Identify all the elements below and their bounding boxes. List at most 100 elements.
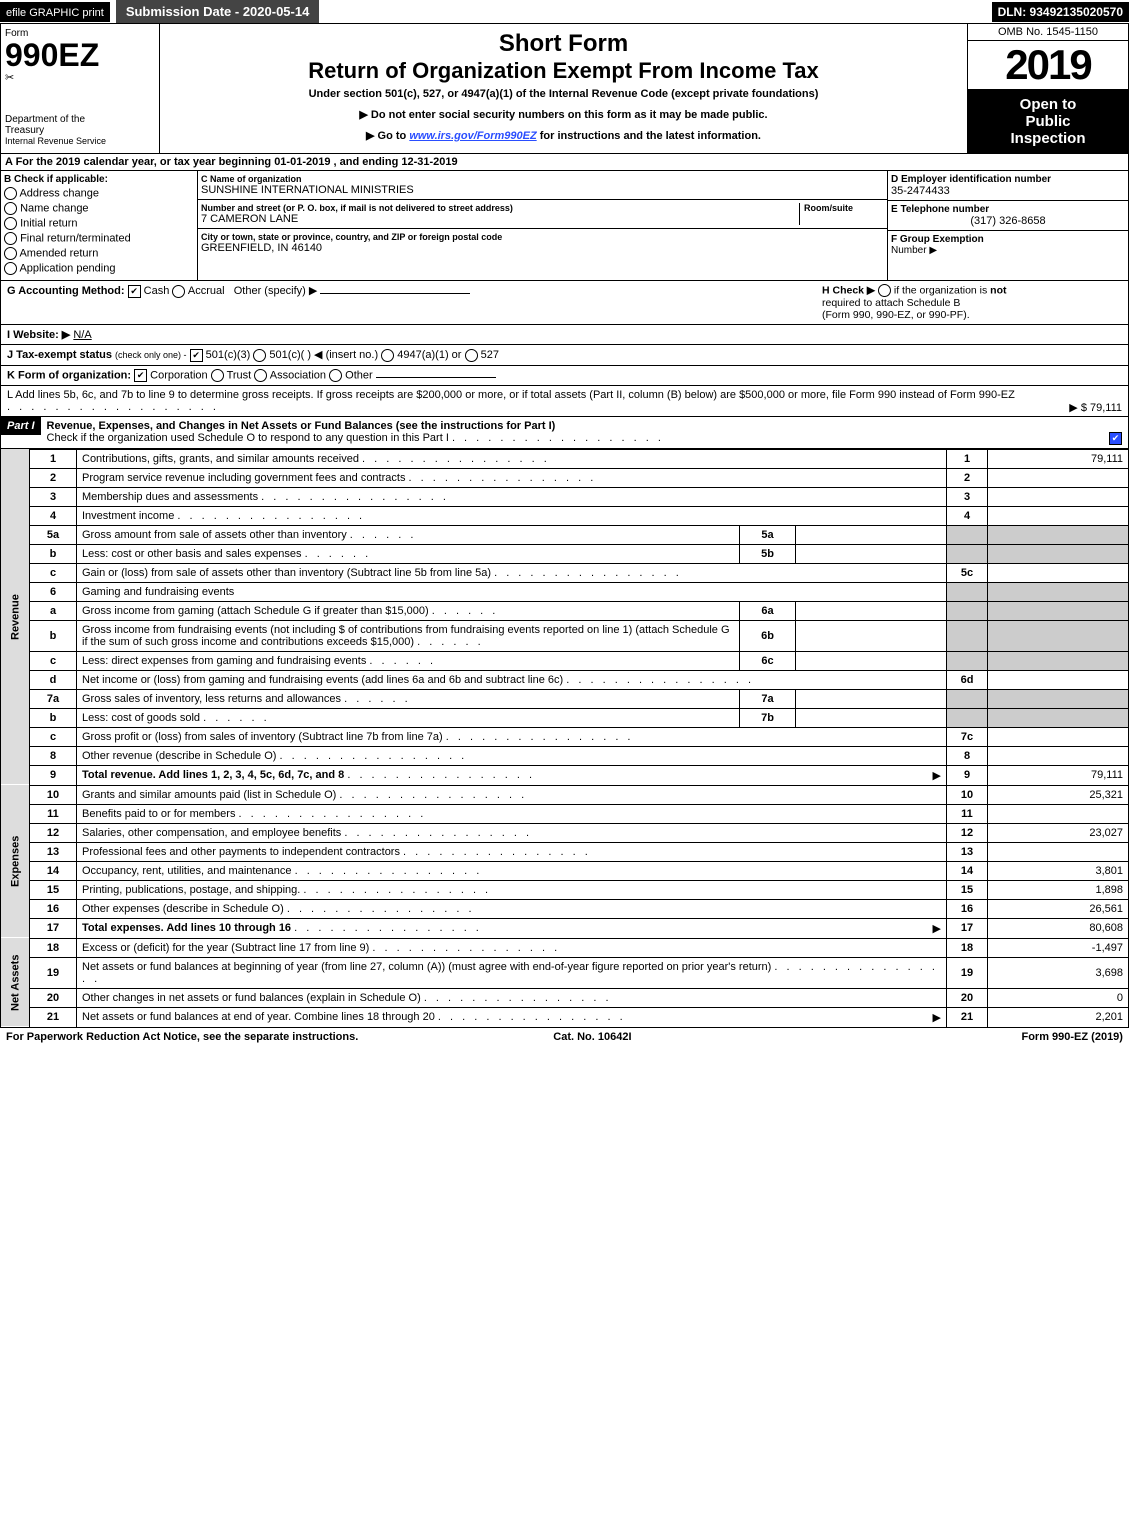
line-j: J Tax-exempt status (check only one) - ✔…	[0, 345, 1129, 366]
chk-corporation[interactable]: ✔	[134, 369, 147, 382]
line-ref-gray	[947, 601, 988, 620]
chk-application-pending[interactable]: Application pending	[4, 262, 194, 275]
amount: 0	[988, 988, 1129, 1007]
chk-name-change[interactable]: Name change	[4, 202, 194, 215]
footer: For Paperwork Reduction Act Notice, see …	[0, 1028, 1129, 1046]
i-label: I Website: ▶	[7, 329, 70, 341]
amount-gray	[988, 620, 1129, 651]
amount-gray	[988, 708, 1129, 727]
g-label: G Accounting Method:	[7, 285, 125, 297]
row-number: b	[30, 544, 77, 563]
part-i-header: Part I Revenue, Expenses, and Changes in…	[0, 417, 1129, 449]
goto-link[interactable]: www.irs.gov/Form990EZ	[409, 130, 536, 142]
box-d: D Employer identification number 35-2474…	[887, 171, 1128, 280]
dept-l2: Treasury	[5, 125, 44, 136]
goto-suffix: for instructions and the latest informat…	[540, 130, 761, 142]
sub-line-number: 7b	[740, 708, 796, 727]
row-desc: Total revenue. Add lines 1, 2, 3, 4, 5c,…	[77, 765, 947, 785]
chk-h[interactable]	[878, 284, 891, 297]
amount: 79,111	[988, 765, 1129, 785]
dln: DLN: 93492135020570	[992, 2, 1129, 22]
addr-label: Number and street (or P. O. box, if mail…	[201, 203, 795, 213]
line-ref: 3	[947, 487, 988, 506]
j-o1: 501(c)(3)	[206, 349, 251, 361]
chk-label: Final return/terminated	[20, 232, 131, 244]
public-note: ▶ Do not enter social security numbers o…	[166, 108, 961, 121]
table-row: 21Net assets or fund balances at end of …	[1, 1007, 1129, 1027]
h-l4: required to attach Schedule B	[822, 297, 960, 309]
line-ref: 5c	[947, 563, 988, 582]
efile-print-button[interactable]: efile GRAPHIC print	[0, 2, 110, 22]
sub-value	[796, 525, 947, 544]
table-row: Revenue1Contributions, gifts, grants, an…	[1, 449, 1129, 468]
amount: -1,497	[988, 938, 1129, 957]
j-o4: 527	[481, 349, 499, 361]
line-ref: 11	[947, 804, 988, 823]
chk-final-return[interactable]: Final return/terminated	[4, 232, 194, 245]
short-form-title: Short Form	[166, 30, 961, 58]
amount: 80,608	[988, 918, 1129, 938]
chk-cash[interactable]: ✔	[128, 285, 141, 298]
row-desc: Occupancy, rent, utilities, and maintena…	[77, 861, 947, 880]
chk-association[interactable]	[254, 369, 267, 382]
row-desc: Gross income from fundraising events (no…	[77, 620, 740, 651]
k-o2: Trust	[227, 369, 252, 381]
line-g-h: G Accounting Method: ✔ Cash Accrual Othe…	[0, 281, 1129, 325]
sub-line-number: 7a	[740, 689, 796, 708]
amount-gray	[988, 544, 1129, 563]
row-desc: Other expenses (describe in Schedule O) …	[77, 899, 947, 918]
sub-value	[796, 544, 947, 563]
chk-schedule-o[interactable]: ✔	[1109, 432, 1122, 445]
cash-label: Cash	[144, 285, 170, 297]
row-desc: Other revenue (describe in Schedule O) .…	[77, 746, 947, 765]
row-number: 21	[30, 1007, 77, 1027]
row-number: b	[30, 620, 77, 651]
chk-label: Initial return	[20, 217, 77, 229]
org-name: SUNSHINE INTERNATIONAL MINISTRIES	[201, 184, 884, 196]
chk-address-change[interactable]: Address change	[4, 187, 194, 200]
h-l2: if the organization is	[894, 284, 990, 296]
table-row: dNet income or (loss) from gaming and fu…	[1, 670, 1129, 689]
chk-501c[interactable]	[253, 349, 266, 362]
open-l1: Open to	[1020, 96, 1077, 113]
goto-line: ▶ Go to www.irs.gov/Form990EZ for instru…	[166, 129, 961, 142]
chk-initial-return[interactable]: Initial return	[4, 217, 194, 230]
table-row: Expenses10Grants and similar amounts pai…	[1, 785, 1129, 804]
line-ref-gray	[947, 651, 988, 670]
row-number: 15	[30, 880, 77, 899]
l-amount: ▶ $ 79,111	[1069, 401, 1122, 414]
row-number: 14	[30, 861, 77, 880]
j-o2: 501(c)( )	[269, 349, 311, 361]
table-row: bLess: cost or other basis and sales exp…	[1, 544, 1129, 563]
line-ref: 2	[947, 468, 988, 487]
k-label: K Form of organization:	[7, 369, 131, 381]
table-row: cGross profit or (loss) from sales of in…	[1, 727, 1129, 746]
chk-527[interactable]	[465, 349, 478, 362]
city-box: City or town, state or province, country…	[198, 229, 887, 257]
row-number: 9	[30, 765, 77, 785]
chk-trust[interactable]	[211, 369, 224, 382]
sub-line-number: 5b	[740, 544, 796, 563]
table-row: 14Occupancy, rent, utilities, and mainte…	[1, 861, 1129, 880]
accrual-label: Accrual	[188, 285, 225, 297]
chk-amended-return[interactable]: Amended return	[4, 247, 194, 260]
chk-other-org[interactable]	[329, 369, 342, 382]
row-number: 8	[30, 746, 77, 765]
line-a: A For the 2019 calendar year, or tax yea…	[0, 154, 1129, 171]
chk-4947[interactable]	[381, 349, 394, 362]
ein-label: D Employer identification number	[891, 174, 1125, 185]
line-ref: 19	[947, 957, 988, 988]
footer-right: Form 990-EZ (2019)	[1021, 1031, 1123, 1043]
other-org-input[interactable]	[376, 377, 496, 378]
table-row: bGross income from fundraising events (n…	[1, 620, 1129, 651]
amount-gray	[988, 582, 1129, 601]
chk-accrual[interactable]	[172, 285, 185, 298]
j-paren: (check only one) -	[115, 350, 187, 360]
line-g: G Accounting Method: ✔ Cash Accrual Othe…	[7, 284, 822, 321]
row-desc: Grants and similar amounts paid (list in…	[77, 785, 947, 804]
other-input[interactable]	[320, 293, 470, 294]
city-label: City or town, state or province, country…	[201, 232, 884, 242]
chk-501c3[interactable]: ✔	[190, 349, 203, 362]
line-ref: 20	[947, 988, 988, 1007]
part-i-title: Revenue, Expenses, and Changes in Net As…	[41, 417, 1128, 448]
